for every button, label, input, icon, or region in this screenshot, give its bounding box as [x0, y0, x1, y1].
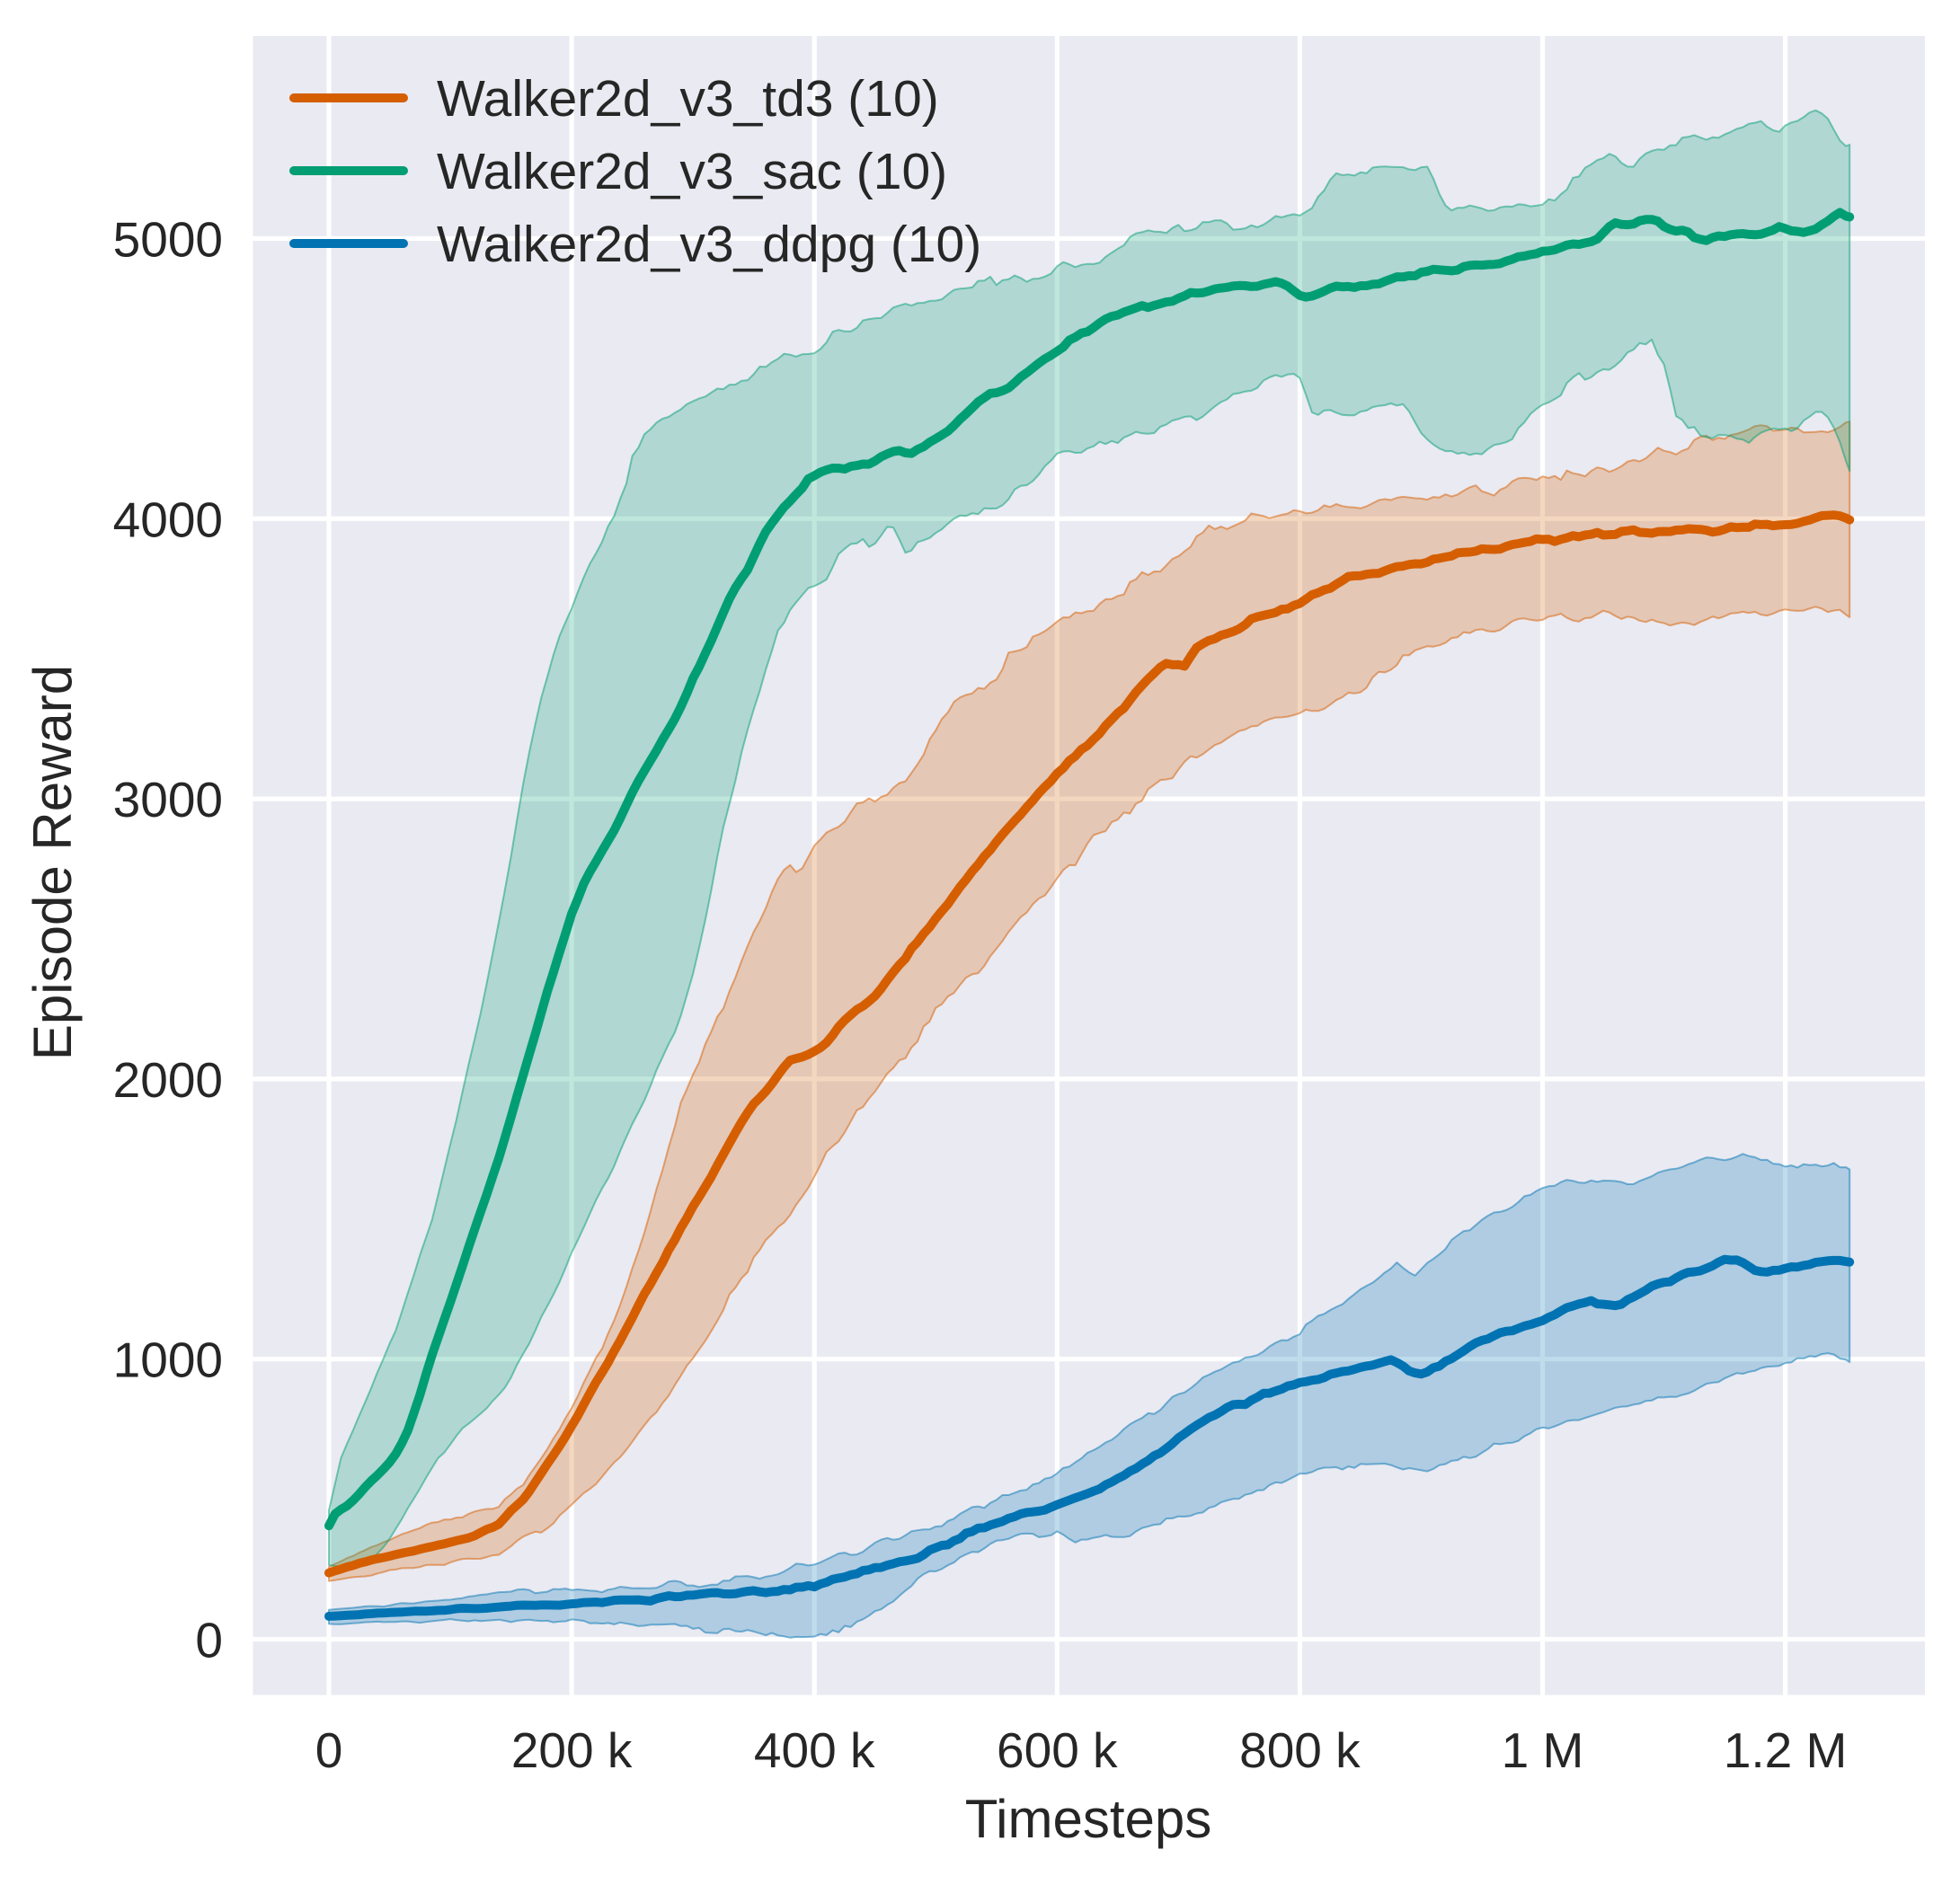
svg-text:Walker2d_v3_td3 (10): Walker2d_v3_td3 (10) [437, 70, 939, 128]
svg-text:Walker2d_v3_ddpg (10): Walker2d_v3_ddpg (10) [437, 216, 981, 273]
svg-text:Timesteps: Timesteps [965, 1789, 1212, 1849]
svg-text:400 k: 400 k [754, 1722, 875, 1778]
svg-text:3000: 3000 [113, 772, 223, 827]
svg-text:200 k: 200 k [511, 1722, 633, 1778]
svg-text:600 k: 600 k [997, 1722, 1118, 1778]
svg-text:0: 0 [195, 1613, 223, 1668]
svg-text:4000: 4000 [113, 491, 223, 547]
svg-text:Walker2d_v3_sac (10): Walker2d_v3_sac (10) [437, 143, 947, 200]
svg-text:Episode Reward: Episode Reward [22, 665, 83, 1060]
svg-text:800 k: 800 k [1239, 1722, 1361, 1778]
svg-text:5000: 5000 [113, 212, 223, 268]
svg-text:1 M: 1 M [1502, 1722, 1584, 1778]
svg-text:0: 0 [315, 1722, 343, 1778]
svg-text:1000: 1000 [113, 1332, 223, 1388]
svg-text:2000: 2000 [113, 1052, 223, 1108]
svg-text:1.2 M: 1.2 M [1724, 1722, 1848, 1778]
